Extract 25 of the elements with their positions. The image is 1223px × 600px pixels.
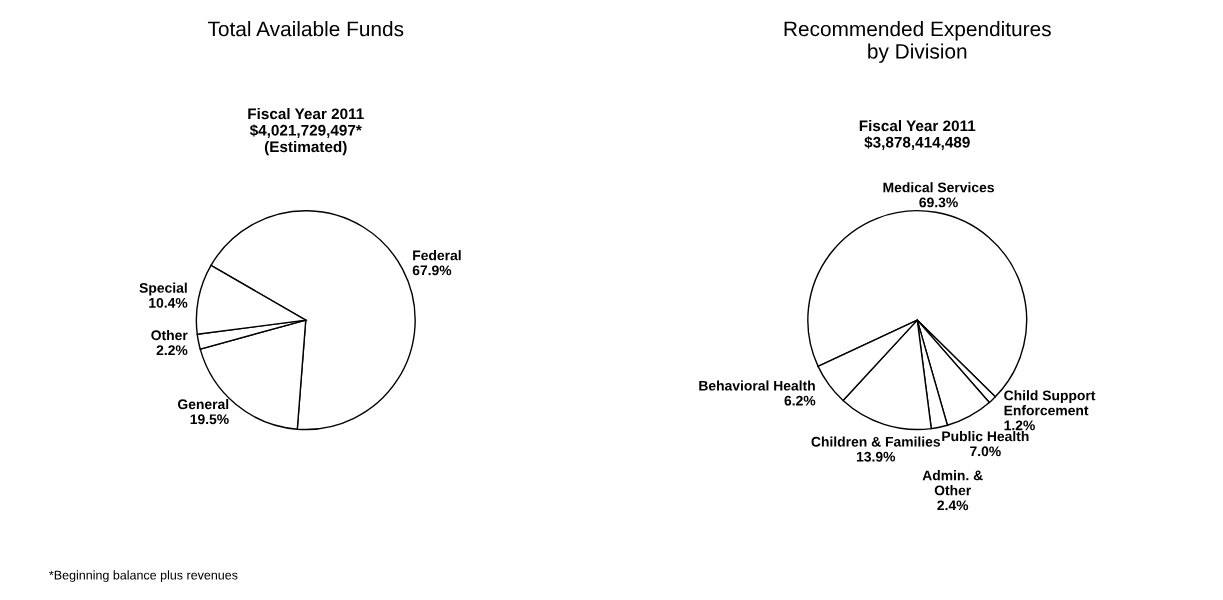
data-label: 69.3% xyxy=(919,197,958,208)
slice-label: Admin. & Other xyxy=(922,470,983,496)
slice-label: Special xyxy=(139,282,187,296)
chart-subtitle: Fiscal Year 2011 $3,878,414,489 xyxy=(859,120,976,150)
slice-label: Medical Services xyxy=(883,182,994,193)
data-label: 19.5% xyxy=(190,414,229,425)
slice-label: Children & Families xyxy=(811,436,941,447)
data-label: 2.4% xyxy=(937,500,969,511)
chart-title: Recommended Expenditures by Division xyxy=(784,21,1051,63)
chart-title: Total Available Funds xyxy=(207,21,404,37)
data-label: 7.0% xyxy=(970,446,1001,457)
data-label: 67.9% xyxy=(412,265,452,276)
data-label: 13.9% xyxy=(856,451,896,462)
slice-label: Child Support Enforcement xyxy=(1004,390,1096,416)
data-label: 2.2% xyxy=(156,345,188,356)
slice-label: Public Health xyxy=(942,431,1029,442)
data-label: 10.4% xyxy=(149,297,188,308)
chart-subtitle: Fiscal Year 2011 $4,021,729,497* (Estimated) xyxy=(248,108,364,156)
slice-label: Behavioral Health xyxy=(699,380,815,391)
data-label: 1.2% xyxy=(1004,420,1035,431)
slice-label: Federal xyxy=(413,250,461,261)
slice-label: General xyxy=(177,398,229,410)
slice-label: Other xyxy=(151,329,188,341)
text: *Beginning balance plus revenues xyxy=(49,570,238,582)
data-label: 6.2% xyxy=(784,395,816,406)
